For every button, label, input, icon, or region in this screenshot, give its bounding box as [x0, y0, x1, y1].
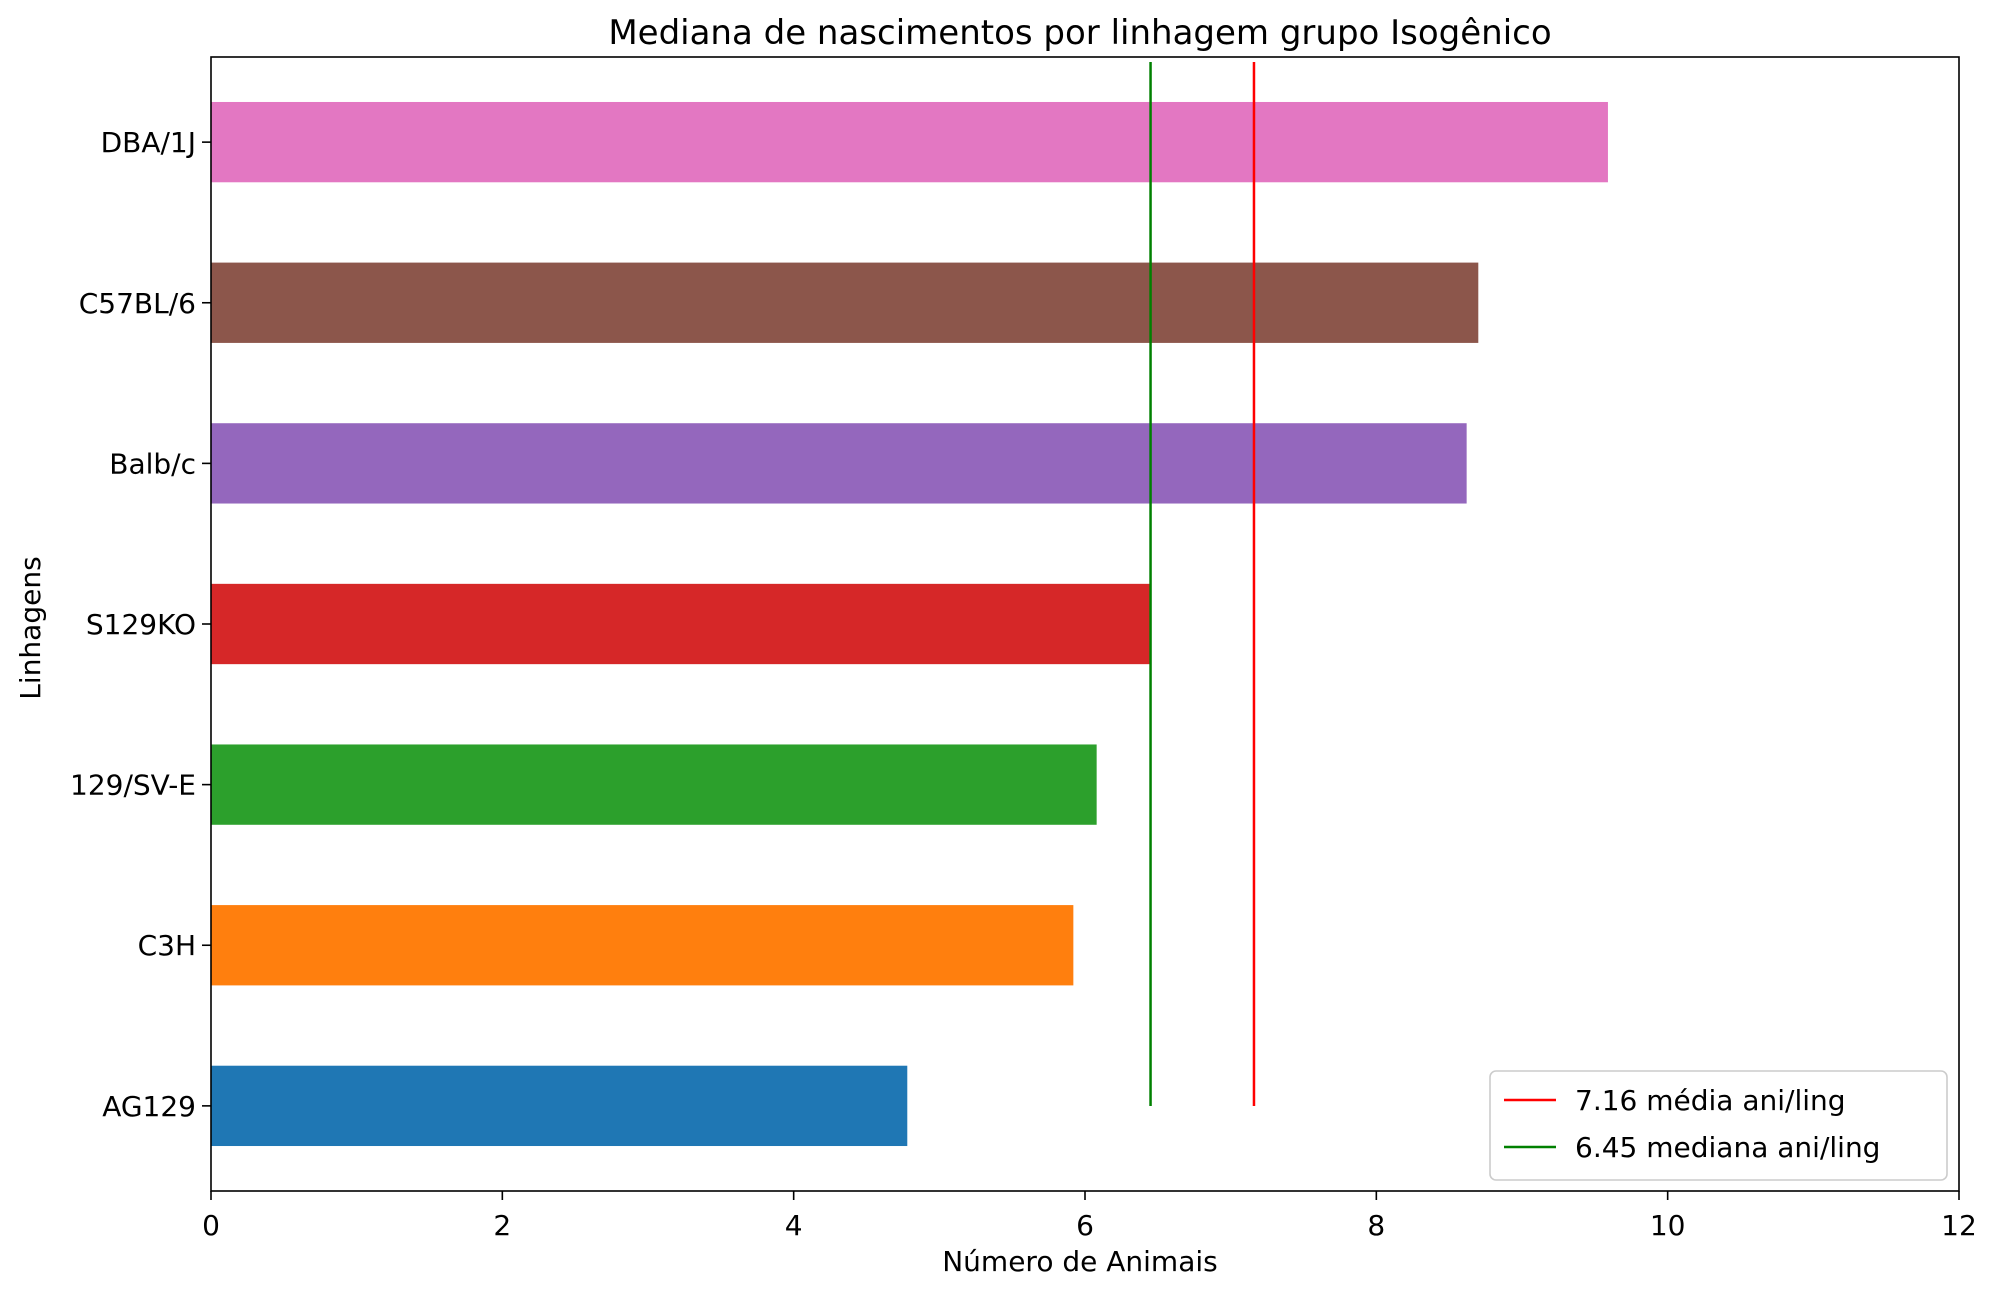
x-tick-label: 10	[1650, 1209, 1686, 1242]
x-tick-label: 8	[1367, 1209, 1385, 1242]
y-axis-label: Linhagens	[14, 556, 47, 699]
plot-area: 0 2 4 6 8 10 12 AG129 C3H 129/SV-E S129KO Balb/c C57…	[70, 56, 1977, 1242]
bar-dba-1j	[211, 101, 1608, 183]
y-tick-label: AG129	[102, 1090, 196, 1123]
y-tick-label: C57BL/6	[79, 287, 196, 320]
y-tick-label: S129KO	[86, 608, 196, 641]
x-axis-label: Número de Animais	[942, 1245, 1218, 1278]
bar-129-sv-e	[211, 744, 1097, 825]
y-tick-label: 129/SV-E	[70, 769, 196, 802]
chart-title: Mediana de nascimentos por linhagem grup…	[608, 13, 1551, 53]
legend-label: 6.45 mediana ani/ling	[1575, 1131, 1880, 1164]
bar-c57bl-6	[211, 262, 1479, 343]
x-tick-label: 4	[785, 1209, 803, 1242]
bar-balb-c	[211, 423, 1467, 504]
bar-s129ko	[211, 583, 1151, 665]
legend-label: 7.16 média ani/ling	[1575, 1084, 1846, 1117]
y-tick-label: C3H	[138, 929, 196, 962]
x-tick-label: 12	[1941, 1209, 1977, 1242]
x-tick-label: 0	[202, 1209, 220, 1242]
x-tick-label: 6	[1076, 1209, 1094, 1242]
bar-ag129	[211, 1065, 908, 1147]
bar-c3h	[211, 905, 1074, 986]
y-tick-label: Balb/c	[109, 447, 196, 480]
y-tick-label: DBA/1J	[101, 126, 196, 159]
x-tick-label: 2	[493, 1209, 511, 1242]
legend-box	[1489, 1070, 1948, 1181]
